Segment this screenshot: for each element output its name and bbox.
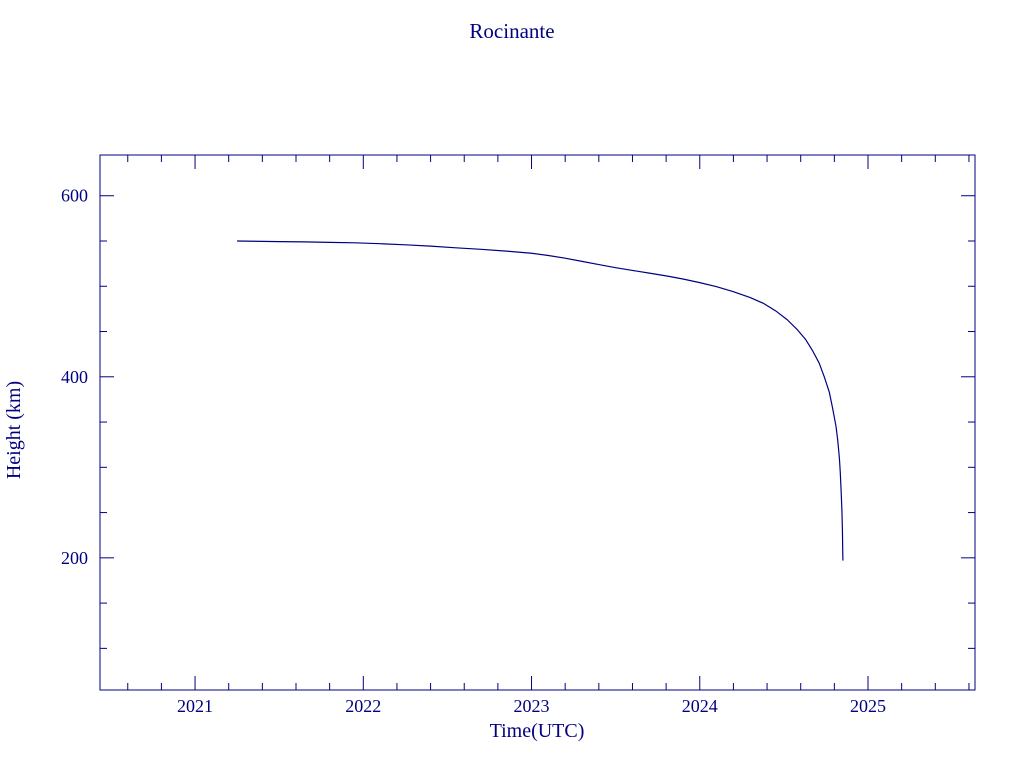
x-tick-label: 2021	[177, 696, 213, 716]
chart-title: Rocinante	[469, 19, 554, 43]
y-tick-label: 600	[61, 186, 88, 206]
x-axis-label: Time(UTC)	[490, 720, 585, 742]
x-tick-label: 2023	[514, 696, 550, 716]
y-tick-label: 200	[61, 548, 88, 568]
y-tick-label: 400	[61, 367, 88, 387]
x-tick-label: 2022	[345, 696, 381, 716]
x-tick-label: 2025	[850, 696, 886, 716]
x-tick-label: 2024	[682, 696, 718, 716]
axes-frame	[99, 154, 976, 691]
plot-area: 2021 2022 2023 2024 2025 200 400 600	[61, 154, 976, 716]
y-axis-label: Height (km)	[3, 381, 25, 479]
height-decay-line	[237, 240, 844, 561]
